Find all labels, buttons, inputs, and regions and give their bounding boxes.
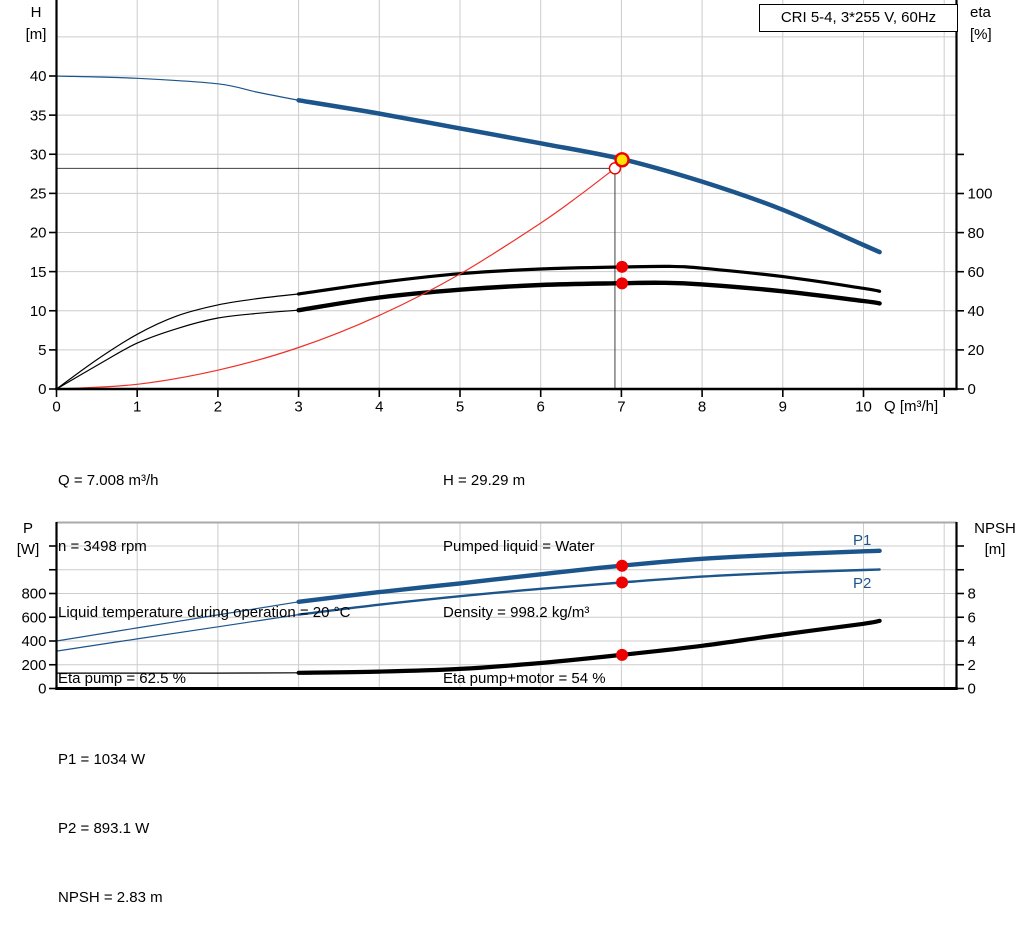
tick-label: 20 [968, 342, 985, 359]
info-h: H = 29.29 m [443, 470, 606, 492]
duty-point[interactable] [616, 153, 629, 166]
tick-label: 80 [968, 225, 985, 242]
tick-label: 100 [968, 186, 993, 203]
tick-label: 10 [30, 303, 47, 320]
tick-label: 5 [456, 399, 464, 416]
eta-axis-title-line1: eta [970, 2, 1010, 24]
info-p1: P1 = 1034 W [58, 748, 163, 771]
tick-label: 0 [968, 381, 976, 398]
tick-label: 2 [968, 657, 976, 674]
tick-label: 4 [968, 633, 976, 650]
tick-label: 10 [855, 399, 872, 416]
info-eta-pump-motor: Eta pump+motor = 54 % [443, 668, 606, 690]
tick-label: 20 [30, 225, 47, 242]
tick-label: 0 [38, 381, 46, 398]
pump-title-box: CRI 5-4, 3*255 V, 60Hz [759, 4, 958, 32]
tick-label: 1 [133, 399, 141, 416]
p2-curve-label: P2 [853, 575, 871, 592]
tick-label: 0 [52, 399, 60, 416]
duty-info-right: H = 29.29 m Pumped liquid = Water Densit… [443, 426, 606, 712]
tick-label: 3 [294, 399, 302, 416]
tick-label: 400 [21, 633, 46, 650]
tick-label: 30 [30, 146, 47, 163]
info-eta-pump: Eta pump = 62.5 % [58, 668, 350, 690]
tick-label: 6 [537, 399, 545, 416]
eta-axis-title-line2: [%] [970, 24, 1010, 46]
power-info: P1 = 1034 W P2 = 893.1 W NPSH = 2.83 m [58, 702, 163, 932]
tick-label: 15 [30, 264, 47, 281]
tick-label: 6 [968, 609, 976, 626]
tick-label: 25 [30, 186, 47, 203]
p1-point [616, 560, 628, 572]
info-pumped-liquid: Pumped liquid = Water [443, 536, 606, 558]
tick-label: 0 [38, 681, 46, 698]
tick-label: 2 [214, 399, 222, 416]
tick-label: 5 [38, 342, 46, 359]
info-p2: P2 = 893.1 W [58, 817, 163, 840]
p2-point [616, 576, 628, 588]
npsh-axis-title-line1: NPSH [966, 518, 1024, 539]
info-q: Q = 7.008 m³/h [58, 470, 350, 492]
tick-label: 4 [375, 399, 383, 416]
p-axis-title-line2: [W] [8, 539, 48, 560]
tick-label: 40 [30, 68, 47, 85]
tick-label: 60 [968, 264, 985, 281]
eta-pump-motor-point [616, 277, 628, 289]
p-axis-title-line1: P [8, 518, 48, 539]
info-liquid-temp: Liquid temperature during operation = 20… [58, 602, 350, 624]
eta-pump-point [616, 261, 628, 273]
info-density: Density = 998.2 kg/m³ [443, 602, 606, 624]
h-axis-title: H [m] [14, 2, 58, 46]
duty-info-left: Q = 7.008 m³/h n = 3498 rpm Liquid tempe… [58, 426, 350, 712]
tick-label: 9 [779, 399, 787, 416]
info-npsh: NPSH = 2.83 m [58, 886, 163, 909]
tick-label: 200 [21, 657, 46, 674]
tick-label: 600 [21, 609, 46, 626]
tick-label: 0 [968, 681, 976, 698]
info-n: n = 3498 rpm [58, 536, 350, 558]
p1-curve-label: P1 [853, 532, 871, 549]
tick-label: 35 [30, 107, 47, 124]
q-axis-title: Q [m³/h] [884, 398, 938, 415]
top-chart-plot-area[interactable] [57, 0, 957, 389]
h-axis-title-line2: [m] [14, 24, 58, 46]
eta-axis-title: eta [%] [970, 2, 1010, 46]
tick-label: 7 [617, 399, 625, 416]
h-axis-title-line1: H [14, 2, 58, 24]
tick-label: 8 [698, 399, 706, 416]
npsh-axis-title: NPSH [m] [966, 518, 1024, 560]
npsh-point [616, 649, 628, 661]
p-axis-title: P [W] [8, 518, 48, 560]
tick-label: 40 [968, 303, 985, 320]
tick-label: 800 [21, 586, 46, 603]
npsh-axis-title-line2: [m] [966, 539, 1024, 560]
tick-label: 8 [968, 586, 976, 603]
